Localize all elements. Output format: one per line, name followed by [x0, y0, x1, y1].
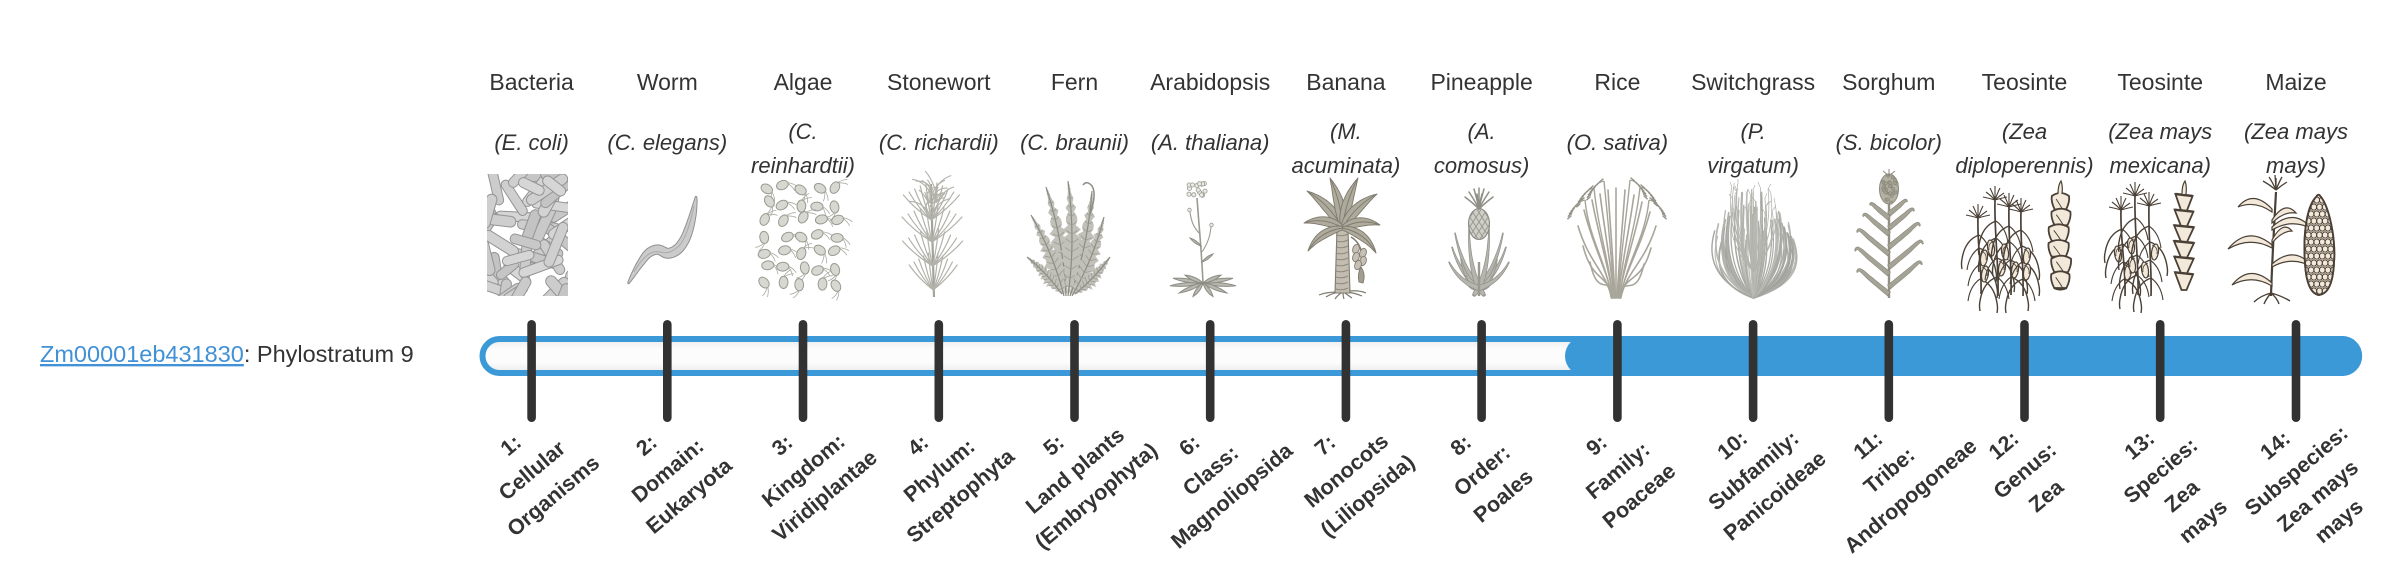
svg-text:(E. coli): (E. coli) — [494, 130, 569, 155]
svg-text:(P.: (P. — [1740, 119, 1765, 144]
svg-text:(A.: (A. — [1468, 119, 1496, 144]
svg-text:8:Order:Poales: 8:Order:Poales — [1427, 414, 1538, 528]
svg-text:reinhardtii): reinhardtii) — [751, 153, 855, 178]
svg-text:Fern: Fern — [1051, 69, 1098, 95]
svg-text:(S. bicolor): (S. bicolor) — [1836, 130, 1942, 155]
svg-text:Sorghum: Sorghum — [1842, 69, 1935, 95]
svg-text:Teosinte: Teosinte — [2117, 69, 2203, 95]
svg-text:(C. braunii): (C. braunii) — [1020, 130, 1129, 155]
svg-text:mays): mays) — [2266, 153, 2326, 178]
svg-text:(C. elegans): (C. elegans) — [607, 130, 727, 155]
svg-text:Teosinte: Teosinte — [1982, 69, 2068, 95]
svg-text:Worm: Worm — [637, 69, 698, 95]
svg-text:Banana: Banana — [1306, 69, 1386, 95]
svg-text:2:Domain:Eukaryota: 2:Domain:Eukaryota — [599, 402, 737, 538]
svg-text:Stonewort: Stonewort — [887, 69, 991, 95]
svg-text:(C.: (C. — [788, 119, 817, 144]
svg-text:virgatum): virgatum) — [1707, 153, 1799, 178]
svg-text:Algae: Algae — [774, 69, 833, 95]
svg-text:14:Subspecies:Zea maysmays: 14:Subspecies:Zea maysmays — [2219, 395, 2395, 571]
svg-text:Zm00001eb431830: Phylostratum: Zm00001eb431830: Phylostratum 9 — [40, 341, 414, 367]
svg-text:Switchgrass: Switchgrass — [1691, 69, 1815, 95]
svg-text:mexicana): mexicana) — [2109, 153, 2210, 178]
svg-text:(Zea mays: (Zea mays — [2108, 119, 2212, 144]
svg-text:acuminata): acuminata) — [1291, 153, 1400, 178]
svg-text:(O. sativa): (O. sativa) — [1567, 130, 1668, 155]
svg-text:diploperennis): diploperennis) — [1955, 153, 2093, 178]
svg-text:Rice: Rice — [1594, 69, 1640, 95]
svg-text:12:Genus:Zea: 12:Genus:Zea — [1968, 412, 2083, 529]
svg-text:(Zea mays: (Zea mays — [2244, 119, 2348, 144]
svg-text:9:Family:Poaceae: 9:Family:Poaceae — [1556, 408, 1681, 533]
svg-text:(Zea: (Zea — [2002, 119, 2047, 144]
svg-text:Pineapple: Pineapple — [1430, 69, 1532, 95]
svg-text:(C. richardii): (C. richardii) — [879, 130, 999, 155]
svg-text:(M.: (M. — [1330, 119, 1362, 144]
svg-text:Maize: Maize — [2265, 69, 2326, 95]
svg-text:13:Species:Zeamays: 13:Species:Zeamays — [2098, 408, 2245, 559]
svg-text:(A. thaliana): (A. thaliana) — [1151, 130, 1270, 155]
svg-text:Arabidopsis: Arabidopsis — [1150, 69, 1270, 95]
svg-text:comosus): comosus) — [1434, 153, 1529, 178]
svg-text:Bacteria: Bacteria — [489, 69, 574, 95]
